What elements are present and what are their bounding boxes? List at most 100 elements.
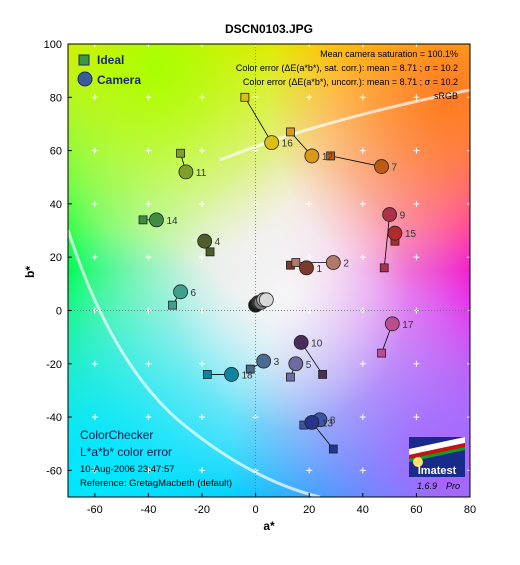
- gamut-boundary-bottom: [68, 229, 321, 497]
- camera-marker: [384, 316, 400, 332]
- camera-marker: [374, 159, 389, 174]
- ideal-marker: [240, 92, 250, 102]
- camera-marker: [382, 207, 398, 222]
- patch-label: 9: [400, 211, 406, 222]
- logo-version: 1.6.9: [417, 481, 437, 491]
- legend-camera-label: Camera: [97, 73, 141, 87]
- grid-cross: [359, 414, 366, 421]
- y-axis-label: b*: [23, 266, 37, 278]
- stat-color-space: sRGB: [434, 91, 458, 101]
- grid-cross: [413, 254, 420, 261]
- stat-saturation: Mean camera saturation = 100.1%: [320, 49, 458, 59]
- grid-cross: [306, 94, 313, 101]
- ideal-marker: [291, 258, 301, 267]
- grid-cross: [199, 254, 205, 261]
- patch-label: 2: [343, 259, 349, 270]
- zero-lines: [68, 44, 470, 497]
- info-reference: Reference: GretagMacbeth (default): [80, 478, 232, 489]
- patch-label: 12: [322, 152, 334, 163]
- patch-label: 7: [392, 163, 398, 174]
- y-tick-label: 60: [50, 146, 62, 158]
- ideal-marker: [245, 364, 255, 374]
- legend: Ideal Camera: [77, 53, 141, 87]
- camera-marker: [258, 292, 274, 308]
- camera-marker: [197, 233, 213, 249]
- info-timestamp: 10-Aug-2006 23:47:57: [80, 464, 175, 475]
- y-tick-label: -40: [46, 412, 62, 424]
- grid-cross: [359, 467, 366, 474]
- ideal-marker: [318, 370, 328, 379]
- camera-marker: [149, 212, 164, 228]
- ideal-marker: [138, 215, 148, 225]
- patch-label: 17: [402, 320, 414, 331]
- y-axis-ticks: -60 -40 -20 0 20 40 60 80 100: [44, 39, 72, 477]
- patch-label: 6: [191, 288, 197, 299]
- x-tick-label: 20: [303, 504, 315, 516]
- grid-cross: [413, 360, 420, 367]
- grid-cross: [199, 467, 205, 474]
- camera-marker: [304, 414, 320, 430]
- stat-error-sat-corr: Color error (ΔE(a*b*), sat. corr.): mean…: [236, 63, 458, 73]
- camera-marker: [256, 353, 272, 369]
- x-tick-label: 60: [410, 504, 422, 516]
- info-chart-name: ColorChecker: [80, 428, 153, 442]
- x-tick-label: 80: [464, 504, 476, 516]
- plot-background: [68, 44, 470, 497]
- grid-cross: [306, 200, 313, 207]
- grid-cross: [359, 200, 366, 207]
- x-tick-label: 40: [357, 504, 369, 516]
- grid-cross: [91, 360, 98, 367]
- camera-marker: [299, 260, 314, 276]
- grid-cross: [199, 147, 205, 154]
- grid-cross: [359, 94, 366, 101]
- grid-cross: [145, 200, 152, 207]
- x-axis-label: a*: [263, 519, 275, 533]
- y-tick-label: 100: [44, 39, 62, 51]
- camera-marker: [304, 148, 320, 164]
- y-tick-label: -20: [46, 359, 62, 371]
- y-tick-label: 0: [56, 305, 62, 317]
- grid-cross: [359, 254, 366, 261]
- camera-marker: [288, 356, 304, 372]
- patch-label: 13: [322, 418, 334, 429]
- grid-cross: [306, 467, 313, 474]
- grid-cross: [306, 254, 313, 261]
- camera-marker: [178, 164, 194, 180]
- legend-ideal-marker: [78, 54, 90, 66]
- ideal-marker: [286, 372, 295, 382]
- patch-label: 11: [196, 168, 207, 179]
- grid-cross: [91, 254, 98, 261]
- grid-cross: [359, 147, 366, 154]
- camera-markers: [149, 135, 403, 430]
- logo-sun-icon: [413, 457, 423, 467]
- grid-cross: [145, 254, 152, 261]
- grid-cross: [199, 414, 205, 421]
- camera-marker: [293, 335, 309, 350]
- gamut-boundary-top: [219, 88, 470, 162]
- ideal-marker: [326, 151, 336, 161]
- ideal-marker: [379, 263, 389, 273]
- patch-label: 15: [405, 229, 417, 240]
- error-vector: [244, 97, 273, 143]
- error-vector: [330, 155, 382, 167]
- grid-cross: [413, 414, 420, 421]
- grid-cross: [91, 467, 98, 474]
- grid: [91, 41, 473, 474]
- grid-cross: [145, 414, 152, 421]
- ideal-marker: [205, 247, 215, 257]
- x-tick-label: -40: [140, 504, 156, 516]
- grid-cross: [145, 360, 152, 367]
- grid-cross: [199, 360, 205, 367]
- ideal-marker: [168, 300, 177, 310]
- grid-cross: [359, 360, 366, 367]
- patch-label: 8: [330, 416, 336, 427]
- ideal-marker: [328, 444, 338, 454]
- x-tick-label: -20: [194, 504, 210, 516]
- grid-cross: [91, 147, 98, 154]
- grid-cross: [145, 467, 152, 474]
- patch-label: 16: [282, 139, 294, 150]
- grid-cross: [199, 94, 205, 101]
- grid-cross: [306, 360, 313, 367]
- grid-cross: [199, 200, 205, 207]
